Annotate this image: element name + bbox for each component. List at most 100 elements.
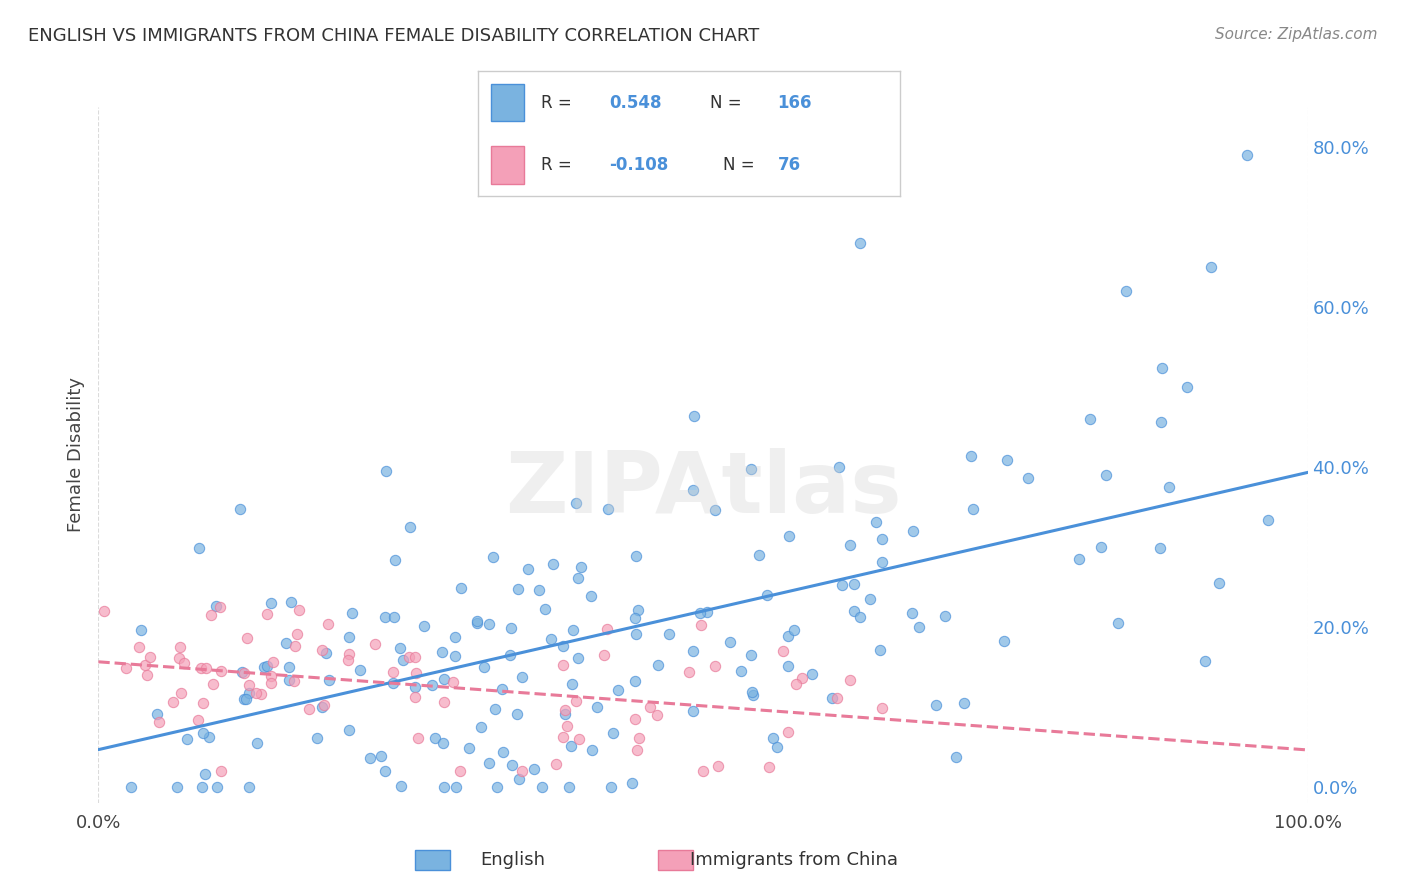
Point <box>785 677 807 691</box>
Point <box>718 635 741 649</box>
Point <box>778 529 800 543</box>
Point <box>959 449 981 463</box>
Point <box>1150 361 1173 376</box>
Point <box>1236 148 1258 162</box>
Point <box>188 541 211 555</box>
Point <box>869 642 891 657</box>
Point <box>382 610 405 624</box>
Point <box>516 561 538 575</box>
Point <box>311 642 333 657</box>
Point <box>166 780 188 794</box>
Point <box>478 617 501 632</box>
Point <box>467 614 489 628</box>
Point <box>748 549 770 563</box>
Point <box>382 665 405 679</box>
Point <box>470 720 492 734</box>
Point <box>278 673 301 688</box>
Point <box>146 707 169 722</box>
Point <box>449 764 471 778</box>
Text: Immigrants from China: Immigrants from China <box>690 851 898 869</box>
Point <box>398 650 420 665</box>
Point <box>740 462 762 476</box>
Point <box>169 640 191 654</box>
Point <box>305 731 328 746</box>
Point <box>682 704 704 718</box>
Point <box>262 655 284 669</box>
Point <box>626 626 648 640</box>
Point <box>238 780 260 794</box>
Point <box>1199 260 1222 274</box>
Point <box>1115 284 1137 298</box>
Point <box>952 696 974 710</box>
Point <box>260 596 283 610</box>
Point <box>623 712 645 726</box>
Point <box>626 743 648 757</box>
Point <box>624 549 647 563</box>
Point <box>1208 576 1230 591</box>
Point <box>443 631 465 645</box>
Point <box>678 665 700 680</box>
Point <box>849 610 872 624</box>
Point <box>246 736 269 750</box>
Point <box>790 671 813 685</box>
Point <box>492 745 515 759</box>
Point <box>191 696 214 710</box>
Point <box>783 624 806 638</box>
Point <box>162 695 184 709</box>
Point <box>337 723 360 737</box>
Point <box>742 689 765 703</box>
Text: Source: ZipAtlas.com: Source: ZipAtlas.com <box>1215 27 1378 42</box>
Point <box>384 553 406 567</box>
Point <box>285 626 308 640</box>
Point <box>280 595 302 609</box>
Point <box>465 616 488 631</box>
Point <box>554 703 576 717</box>
Point <box>337 647 360 661</box>
Point <box>389 780 412 794</box>
Point <box>561 677 583 691</box>
Point <box>370 749 392 764</box>
Point <box>510 670 533 684</box>
Point <box>540 632 562 646</box>
Point <box>934 609 956 624</box>
Point <box>689 606 711 620</box>
Text: 76: 76 <box>778 156 800 174</box>
Point <box>543 558 565 572</box>
Point <box>204 599 226 613</box>
Point <box>925 698 948 712</box>
Point <box>564 694 586 708</box>
Point <box>620 776 643 790</box>
Point <box>1149 541 1171 555</box>
Point <box>195 661 218 675</box>
Point <box>423 731 446 745</box>
Point <box>1149 415 1171 429</box>
Point <box>772 644 794 658</box>
Point <box>191 780 214 794</box>
Point <box>399 520 422 534</box>
Point <box>408 731 430 745</box>
Point <box>993 634 1015 648</box>
Point <box>1175 380 1198 394</box>
Point <box>478 756 501 770</box>
Point <box>170 686 193 700</box>
Point <box>433 780 456 794</box>
Point <box>235 691 257 706</box>
Point <box>870 532 893 546</box>
Point <box>800 667 823 681</box>
Point <box>238 678 260 692</box>
Point <box>564 496 586 510</box>
Point <box>849 235 872 250</box>
Point <box>624 610 647 624</box>
Text: R =: R = <box>541 94 578 112</box>
Point <box>501 758 523 772</box>
Point <box>136 667 159 681</box>
Point <box>232 691 254 706</box>
Point <box>544 757 567 772</box>
Point <box>274 635 297 649</box>
Point <box>865 515 887 529</box>
Point <box>139 649 162 664</box>
Point <box>1078 412 1101 426</box>
Point <box>530 780 553 794</box>
Point <box>433 695 456 709</box>
Point <box>551 639 574 653</box>
